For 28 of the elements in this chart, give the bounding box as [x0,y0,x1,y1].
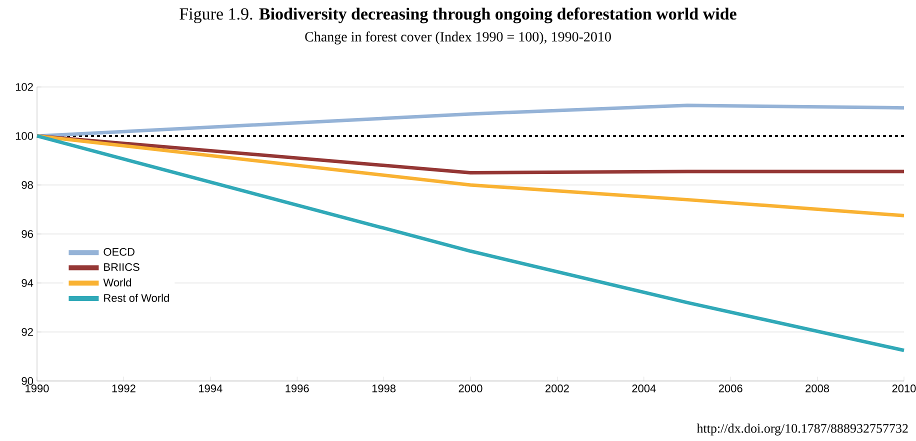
x-tick-label: 2000 [458,384,482,392]
legend-label: BRIICS [104,263,140,271]
x-tick-label: 2010 [892,384,916,392]
x-tick-label: 1998 [372,384,396,392]
x-tick-label: 1994 [199,384,222,392]
x-tick-label: 2006 [718,384,742,392]
legend-label: World [103,278,132,286]
x-tick-label: 2008 [806,384,830,392]
legend-label: Rest of World [104,294,169,302]
y-tick-label: 90 [22,377,34,385]
x-tick-label: 2002 [546,384,569,392]
text: http://dx.doi.org/10.1787/888932757732 [696,424,908,436]
x-tick-label: 2004 [632,384,656,392]
chart-title: Figure 1.9. Biodiversity decreasing through ongoing deforestation world wide [180,8,736,24]
y-tick-label: 94 [22,279,34,287]
x-tick-label: 1992 [112,384,136,392]
x-tick-label: 1990 [26,384,49,392]
line-series [35,104,906,138]
chart-subtitle: Change in forest cover (Index 1990 = 100), 1990-2010 [305,32,611,44]
y-tick-label: 92 [22,328,33,336]
y-tick-label: 98 [22,181,33,189]
legend-label: OECD [104,248,134,256]
x-tick-label: 1996 [286,384,309,392]
y-tick-label: 96 [22,230,33,238]
line-series [35,134,906,218]
line-series [35,134,906,352]
y-tick-label: 100 [16,132,34,140]
y-tick-label: 102 [16,83,33,91]
